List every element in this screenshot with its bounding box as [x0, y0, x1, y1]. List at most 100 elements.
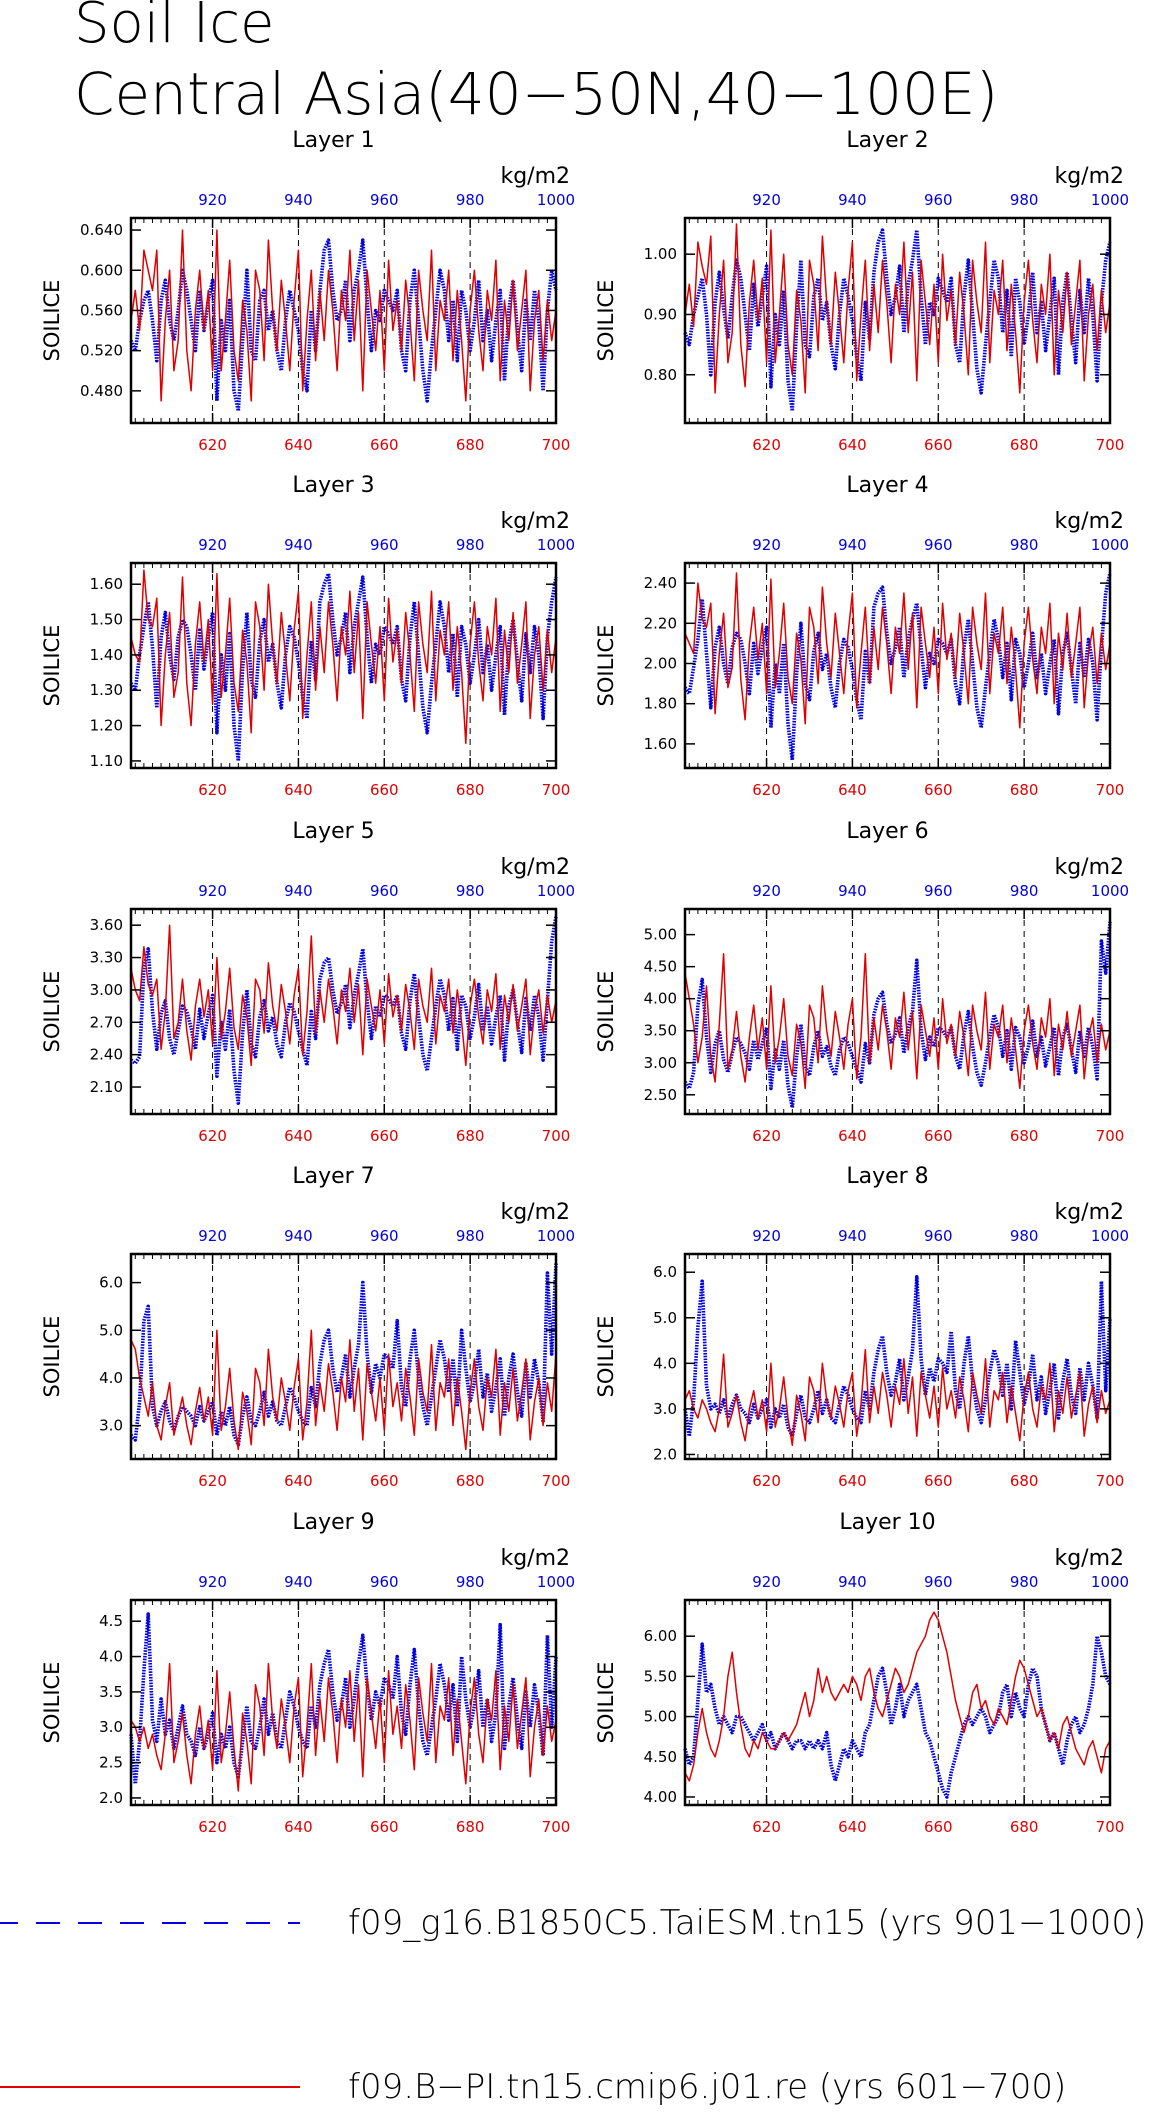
series-line-cmip6	[684, 572, 1111, 729]
chart-panel-10: Layer 10 kg/m2 4.00 4.50 5.00 5.50 6.00 620 640 6…	[594, 1510, 1129, 1836]
y-tick-label: 4.0	[653, 1354, 677, 1372]
y-tick-label: 1.60	[90, 575, 123, 593]
chart-panel-4: Layer 4 kg/m2 1.60 1.80 2.00 2.20 2.40 620 640 66…	[594, 473, 1129, 799]
y-tick-label: 3.50	[644, 1022, 677, 1040]
chart-panel-6: Layer 6 kg/m2 2.50 3.00 3.50 4.00 4.50 5.00 620 6…	[594, 819, 1129, 1145]
x-tick-label: 660	[924, 436, 953, 454]
y-axis-label: SOILICE	[594, 1316, 618, 1398]
x2-tick-label: 1000	[537, 882, 575, 900]
y-axis-label: SOILICE	[594, 625, 618, 707]
y-tick-label: 2.70	[90, 1013, 123, 1031]
plot-frame	[129, 1598, 558, 1807]
x-tick-label: 700	[542, 1472, 571, 1490]
x2-tick-label: 1000	[1091, 1227, 1129, 1245]
y-axis-label: SOILICE	[40, 280, 64, 362]
x-tick-label: 700	[542, 1127, 571, 1145]
x2-tick-label: 940	[838, 1573, 867, 1591]
y-tick-label: 5.50	[644, 1667, 677, 1685]
panel-title: Layer 1	[292, 128, 374, 153]
x2-tick-label: 920	[752, 882, 781, 900]
x-tick-label: 700	[1096, 1127, 1125, 1145]
x2-tick-label: 960	[370, 1573, 399, 1591]
y-tick-label: 1.00	[644, 245, 677, 263]
x2-tick-label: 940	[838, 191, 867, 209]
figure-title-line1: Soil Ice	[74, 0, 274, 56]
y-tick-label: 1.50	[90, 611, 123, 629]
x2-tick-label: 1000	[1091, 536, 1129, 554]
x2-tick-label: 980	[456, 191, 485, 209]
units-label: kg/m2	[1054, 855, 1124, 880]
y-tick-label: 4.5	[99, 1612, 123, 1630]
series-line-cmip6	[130, 229, 557, 402]
y-axis-label: SOILICE	[40, 625, 64, 707]
series-line-cmip6	[130, 924, 557, 1067]
figure-title-line2: Central Asia(40−50N,40−100E)	[74, 60, 998, 128]
units-label: kg/m2	[1054, 1546, 1124, 1571]
panel-title: Layer 3	[292, 473, 374, 498]
series-line-cmip6	[684, 1348, 1111, 1447]
x2-tick-label: 1000	[1091, 191, 1129, 209]
x-tick-label: 640	[838, 1818, 867, 1836]
x-tick-label: 640	[284, 1472, 313, 1490]
x2-tick-label: 960	[370, 536, 399, 554]
y-tick-label: 6.00	[644, 1627, 677, 1645]
x2-tick-label: 920	[752, 1573, 781, 1591]
series-line-taiesm	[683, 1275, 1112, 1438]
x-tick-label: 680	[1010, 436, 1039, 454]
x-tick-label: 680	[1010, 1472, 1039, 1490]
x-tick-label: 700	[1096, 1472, 1125, 1490]
x2-tick-label: 920	[752, 536, 781, 554]
x-tick-label: 680	[456, 1127, 485, 1145]
y-tick-label: 3.5	[99, 1683, 123, 1701]
panel-title: Layer 6	[846, 819, 928, 844]
x-tick-label: 680	[1010, 1818, 1039, 1836]
plot-frame	[129, 1252, 558, 1461]
plot-frame	[683, 1598, 1112, 1807]
x-tick-label: 620	[752, 781, 781, 799]
y-tick-label: 1.10	[90, 752, 123, 770]
y-tick-label: 1.60	[644, 735, 677, 753]
x2-tick-label: 980	[456, 882, 485, 900]
chart-panel-8: Layer 8 kg/m2 2.0 3.0 4.0 5.0 6.0 620 640 660 680 7…	[594, 1164, 1129, 1490]
x-tick-label: 680	[456, 781, 485, 799]
x2-tick-label: 920	[198, 882, 227, 900]
y-tick-label: 2.5	[99, 1754, 123, 1772]
x-tick-label: 660	[370, 436, 399, 454]
y-tick-label: 4.00	[644, 1788, 677, 1806]
legend-label: f09_g16.B1850C5.TaiESM.tn15 (yrs 901−100…	[348, 1903, 1146, 1943]
y-tick-label: 3.00	[644, 1054, 677, 1072]
y-tick-label: 5.0	[653, 1309, 677, 1327]
x-tick-label: 680	[456, 436, 485, 454]
y-tick-label: 3.0	[99, 1718, 123, 1736]
plot-frame	[129, 216, 558, 425]
x2-tick-label: 960	[370, 191, 399, 209]
x-tick-label: 700	[1096, 781, 1125, 799]
x-tick-label: 640	[284, 436, 313, 454]
y-tick-label: 4.0	[99, 1369, 123, 1387]
x2-tick-label: 940	[284, 882, 313, 900]
y-tick-label: 4.50	[644, 958, 677, 976]
chart-panel-7: Layer 7 kg/m2 3.0 4.0 5.0 6.0 620 640 660 680 700 9…	[40, 1164, 575, 1490]
y-axis-label: SOILICE	[40, 971, 64, 1053]
x2-tick-label: 980	[1010, 536, 1039, 554]
y-tick-label: 3.00	[90, 981, 123, 999]
y-tick-label: 2.50	[644, 1086, 677, 1104]
y-tick-label: 3.0	[99, 1417, 123, 1435]
x-tick-label: 620	[752, 1127, 781, 1145]
y-tick-label: 2.40	[90, 1046, 123, 1064]
plot-frame	[683, 907, 1112, 1116]
x2-tick-label: 980	[456, 1227, 485, 1245]
y-tick-label: 2.0	[99, 1789, 123, 1807]
x2-tick-label: 960	[924, 536, 953, 554]
y-tick-label: 6.0	[99, 1274, 123, 1292]
y-tick-label: 3.30	[90, 949, 123, 967]
x-tick-label: 660	[370, 1127, 399, 1145]
x-tick-label: 680	[456, 1818, 485, 1836]
y-tick-label: 2.00	[644, 654, 677, 672]
plot-frame	[683, 216, 1112, 425]
x2-tick-label: 940	[284, 191, 313, 209]
series-line-cmip6	[684, 1611, 1111, 1782]
y-tick-label: 2.0	[653, 1445, 677, 1463]
x-tick-label: 680	[456, 1472, 485, 1490]
x2-tick-label: 940	[838, 536, 867, 554]
